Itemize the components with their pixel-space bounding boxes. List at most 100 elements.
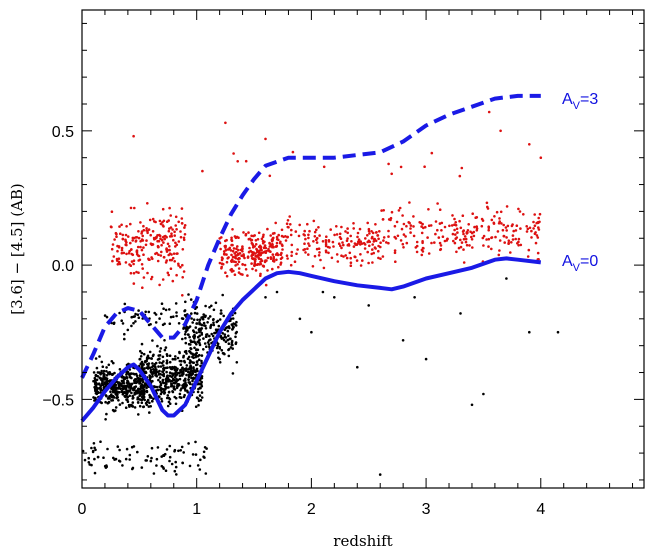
- black-data-point: [101, 365, 105, 369]
- black-data-point: [183, 309, 186, 313]
- black-data-point: [159, 387, 163, 390]
- black-data-point: [134, 372, 138, 376]
- black-data-point: [171, 390, 174, 393]
- red-data-point: [144, 243, 148, 247]
- black-data-point: [144, 371, 148, 375]
- red-data-point: [163, 237, 166, 241]
- red-data-point: [359, 253, 362, 256]
- black-data-point: [194, 440, 197, 444]
- red-data-point: [456, 231, 459, 234]
- red-data-point: [461, 214, 465, 217]
- curve-label-av3-sub: V: [573, 100, 581, 112]
- black-data-point: [174, 460, 177, 464]
- black-data-point: [167, 400, 171, 404]
- red-data-point: [223, 253, 226, 256]
- red-data-point: [289, 223, 292, 226]
- black-data-point: [192, 335, 195, 338]
- black-data-point: [217, 351, 220, 354]
- red-data-point: [290, 228, 293, 232]
- red-data-point: [254, 243, 258, 246]
- black-data-point: [223, 333, 227, 336]
- red-data-point: [322, 266, 326, 270]
- black-data-point: [153, 311, 156, 315]
- black-data-point: [222, 352, 226, 355]
- red-data-point: [377, 256, 380, 260]
- red-data-point: [317, 226, 320, 229]
- black-data-point: [168, 459, 171, 463]
- red-data-point: [481, 236, 485, 240]
- black-data-point: [123, 377, 127, 381]
- red-data-point: [387, 229, 390, 233]
- black-data-point: [136, 313, 140, 317]
- black-data-point: [136, 401, 140, 404]
- black-data-point: [191, 321, 194, 324]
- red-data-point: [329, 228, 333, 231]
- black-data-point: [152, 397, 155, 401]
- black-data-point: [209, 326, 212, 330]
- black-data-point: [164, 469, 168, 473]
- black-data-point: [126, 395, 129, 399]
- black-data-point: [115, 396, 118, 400]
- black-data-point: [133, 393, 136, 396]
- red-data-point: [145, 229, 148, 232]
- red-data-point: [495, 210, 499, 214]
- red-data-point: [345, 256, 349, 260]
- black-data-point: [160, 464, 164, 468]
- red-data-point: [150, 243, 154, 246]
- red-data-point: [385, 241, 388, 244]
- black-data-point: [197, 328, 201, 332]
- red-data-point: [352, 245, 356, 248]
- red-data-point: [346, 237, 349, 240]
- black-data-point: [211, 334, 215, 338]
- red-data-point: [271, 232, 275, 235]
- red-data-point: [260, 237, 264, 241]
- red-data-point: [446, 237, 449, 241]
- black-data-point: [161, 378, 165, 382]
- black-data-point: [140, 398, 144, 402]
- red-data-point: [346, 231, 350, 235]
- red-data-point: [116, 263, 120, 266]
- black-data-point: [136, 376, 139, 380]
- red-data-point: [286, 235, 289, 239]
- black-data-point: [367, 304, 371, 307]
- red-data-point: [233, 252, 236, 255]
- black-data-point: [142, 405, 145, 409]
- black-data-point: [156, 446, 160, 449]
- red-data-point: [156, 259, 160, 263]
- black-data-point: [163, 384, 167, 388]
- red-data-point: [368, 240, 372, 244]
- red-data-point: [146, 271, 149, 275]
- red-data-point: [420, 225, 423, 228]
- black-data-point: [199, 458, 202, 462]
- black-data-point: [162, 366, 166, 370]
- black-data-point: [196, 464, 200, 467]
- red-data-point: [236, 245, 239, 248]
- black-data-point: [226, 329, 230, 333]
- black-data-point: [556, 330, 560, 334]
- red-data-point: [502, 223, 506, 227]
- red-data-point: [453, 228, 456, 232]
- black-data-point: [94, 396, 97, 400]
- red-data-point: [471, 246, 474, 249]
- black-data-point: [111, 373, 114, 377]
- black-data-point: [275, 290, 279, 294]
- red-data-point: [174, 215, 178, 219]
- black-data-point: [208, 334, 211, 338]
- red-data-point: [162, 219, 166, 223]
- black-data-point: [208, 315, 212, 318]
- black-data-point: [93, 382, 97, 386]
- red-data-point: [434, 220, 438, 223]
- red-data-point: [536, 251, 540, 255]
- black-data-point: [175, 473, 178, 476]
- curve-label-av3-rest: =3: [580, 91, 598, 108]
- red-data-point: [342, 243, 345, 247]
- black-data-point: [189, 343, 192, 346]
- black-data-point: [191, 379, 194, 383]
- red-data-point: [155, 251, 158, 255]
- black-data-point: [178, 392, 182, 396]
- black-data-point: [172, 315, 175, 319]
- red-data-point: [527, 248, 531, 252]
- red-data-point: [286, 219, 290, 222]
- black-data-point: [192, 361, 195, 365]
- red-data-point: [170, 258, 173, 262]
